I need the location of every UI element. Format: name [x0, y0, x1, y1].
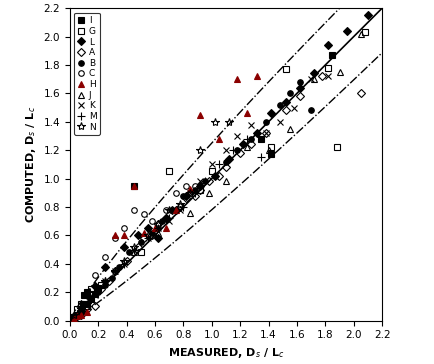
X-axis label: MEASURED, D$_s$ / L$_c$: MEASURED, D$_s$ / L$_c$	[168, 346, 284, 360]
Legend: I, G, L, A, B, C, H, J, K, M, N: I, G, L, A, B, C, H, J, K, M, N	[74, 13, 100, 135]
Y-axis label: COMPUTED, D$_s$ / L$_c$: COMPUTED, D$_s$ / L$_c$	[24, 106, 38, 223]
